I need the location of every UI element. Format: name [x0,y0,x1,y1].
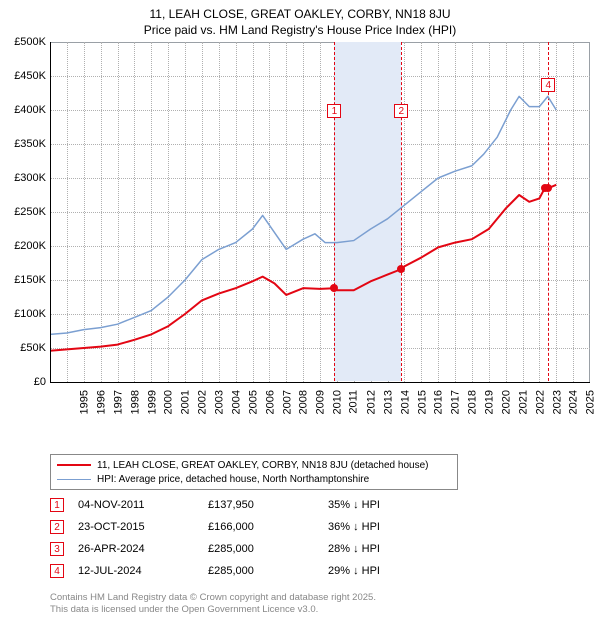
x-tick-label: 2001 [180,390,192,414]
footer-attribution: Contains HM Land Registry data © Crown c… [50,592,376,616]
x-axis [50,382,590,383]
y-tick-label: £100K [0,308,46,320]
legend: 11, LEAH CLOSE, GREAT OAKLEY, CORBY, NN1… [50,454,458,490]
event-diff: 36% ↓ HPI [328,521,478,533]
x-tick-label: 2000 [163,390,175,414]
x-tick-label: 2023 [551,390,563,414]
sale-marker-label-1: 1 [327,104,341,118]
legend-swatch-hpi [57,479,91,480]
x-tick-label: 2008 [298,390,310,414]
event-date: 04-NOV-2011 [78,499,208,511]
events-table: 1 04-NOV-2011 £137,950 35% ↓ HPI 2 23-OC… [50,494,478,582]
legend-label-price: 11, LEAH CLOSE, GREAT OAKLEY, CORBY, NN1… [97,460,428,471]
footer-line-2: This data is licensed under the Open Gov… [50,604,376,616]
y-tick-label: £150K [0,274,46,286]
event-price: £137,950 [208,499,328,511]
chart: 1 2 4 £0 £50K £100K £150K £200K £250K £300K £350K… [0,42,600,442]
x-tick-label: 1997 [112,390,124,414]
x-tick-label: 2007 [281,390,293,414]
event-row: 4 12-JUL-2024 £285,000 29% ↓ HPI [50,560,478,582]
x-tick-label: 2019 [483,390,495,414]
event-price: £285,000 [208,543,328,555]
event-row: 2 23-OCT-2015 £166,000 36% ↓ HPI [50,516,478,538]
title-line-1: 11, LEAH CLOSE, GREAT OAKLEY, CORBY, NN1… [0,6,600,22]
event-date: 12-JUL-2024 [78,565,208,577]
x-tick-label: 2016 [433,390,445,414]
x-tick-label: 2014 [399,390,411,414]
y-axis [50,42,51,382]
x-tick-label: 2005 [247,390,259,414]
series-hpi [50,96,556,334]
event-diff: 29% ↓ HPI [328,565,478,577]
y-tick-label: £500K [0,36,46,48]
sale-point-1 [330,284,338,292]
series-price [50,185,556,351]
y-tick-label: £450K [0,70,46,82]
x-tick-label: 2003 [213,390,225,414]
legend-swatch-price [57,464,91,466]
y-tick-label: £0 [0,376,46,388]
x-tick-label: 2020 [500,390,512,414]
event-row: 1 04-NOV-2011 £137,950 35% ↓ HPI [50,494,478,516]
x-tick-label: 2012 [365,390,377,414]
legend-item-price: 11, LEAH CLOSE, GREAT OAKLEY, CORBY, NN1… [57,458,451,472]
y-tick-label: £50K [0,342,46,354]
sale-point-4 [544,184,552,192]
x-tick-label: 1999 [146,390,158,414]
legend-item-hpi: HPI: Average price, detached house, Nort… [57,472,451,486]
x-tick-label: 1995 [78,390,90,414]
x-tick-label: 2011 [348,390,360,414]
sale-marker-label-4: 4 [541,78,555,92]
y-tick-label: £300K [0,172,46,184]
event-diff: 28% ↓ HPI [328,543,478,555]
x-tick-label: 2013 [382,390,394,414]
y-tick-label: £350K [0,138,46,150]
event-price: £166,000 [208,521,328,533]
sale-point-2 [397,265,405,273]
x-tick-label: 2024 [568,390,580,414]
event-row: 3 26-APR-2024 £285,000 28% ↓ HPI [50,538,478,560]
x-tick-label: 2010 [332,390,344,414]
title-line-2: Price paid vs. HM Land Registry's House … [0,22,600,38]
y-tick-label: £200K [0,240,46,252]
x-tick-label: 2009 [315,390,327,414]
x-tick-label: 2022 [534,390,546,414]
event-diff: 35% ↓ HPI [328,499,478,511]
event-date: 26-APR-2024 [78,543,208,555]
event-marker-1: 1 [50,498,64,512]
y-tick-label: £400K [0,104,46,116]
y-tick-label: £250K [0,206,46,218]
event-date: 23-OCT-2015 [78,521,208,533]
x-tick-label: 2025 [585,390,597,414]
x-tick-label: 2002 [197,390,209,414]
chart-title: 11, LEAH CLOSE, GREAT OAKLEY, CORBY, NN1… [0,0,600,38]
footer-line-1: Contains HM Land Registry data © Crown c… [50,592,376,604]
x-tick-label: 2004 [230,390,242,414]
x-tick-label: 2006 [264,390,276,414]
event-marker-3: 3 [50,542,64,556]
x-tick-label: 1998 [129,390,141,414]
event-marker-2: 2 [50,520,64,534]
legend-label-hpi: HPI: Average price, detached house, Nort… [97,474,369,485]
x-tick-label: 2018 [467,390,479,414]
event-marker-4: 4 [50,564,64,578]
x-tick-label: 2015 [416,390,428,414]
x-tick-label: 2021 [517,390,529,414]
sale-marker-label-2: 2 [394,104,408,118]
x-tick-label: 1996 [95,390,107,414]
x-tick-label: 2017 [450,390,462,414]
event-price: £285,000 [208,565,328,577]
series-lines [50,42,590,382]
